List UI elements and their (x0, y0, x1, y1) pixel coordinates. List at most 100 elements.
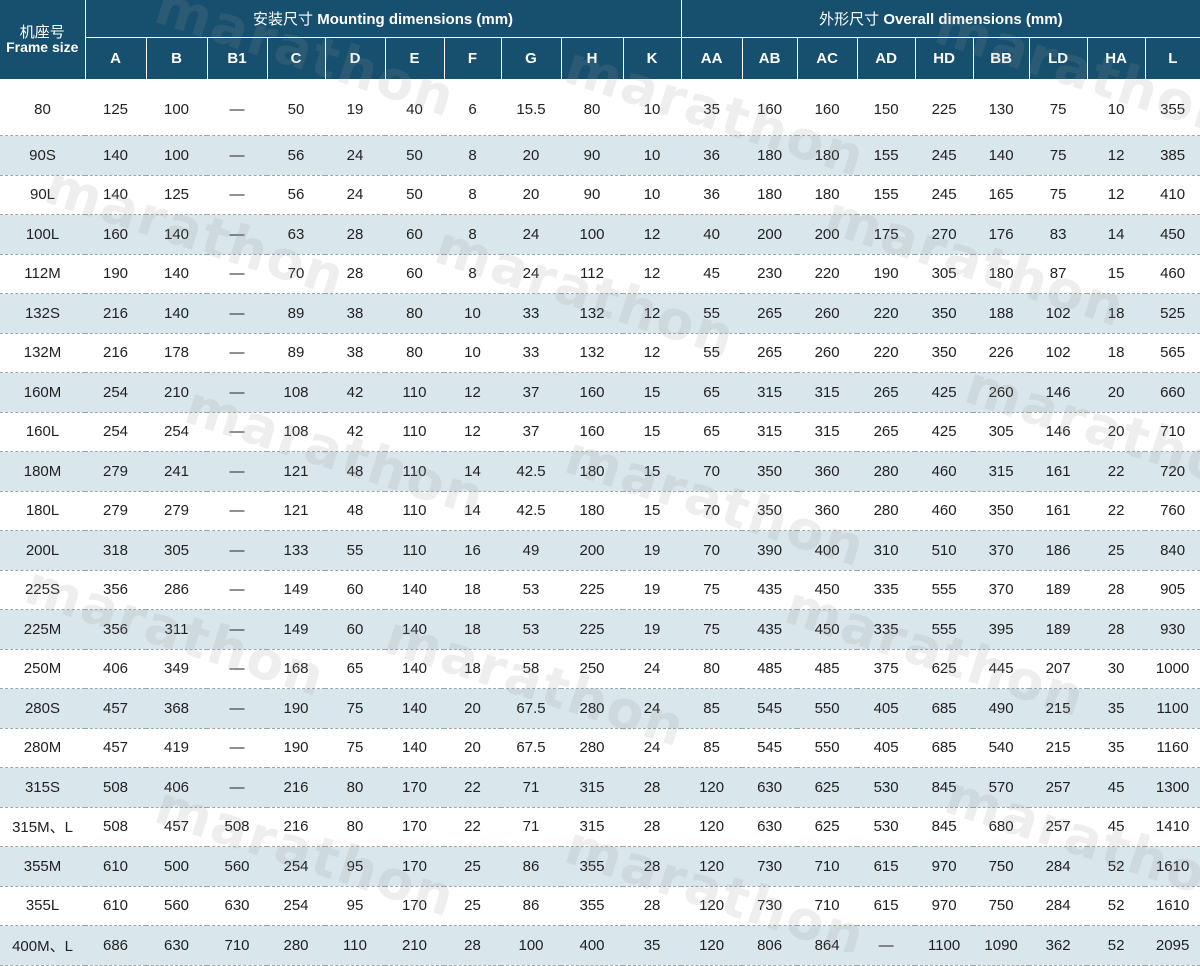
dimension-cell: 311 (146, 609, 207, 650)
dimension-cell: 625 (797, 767, 858, 808)
dimension-cell: 970 (915, 846, 974, 887)
frame-size-cell: 225M (0, 609, 85, 650)
dimension-cell: 305 (915, 254, 974, 294)
dimension-cell: 75 (681, 609, 743, 650)
frame-size-cell: 315S (0, 767, 85, 808)
dimension-cell: 284 (1029, 886, 1088, 926)
dimension-cell: 161 (1029, 451, 1088, 492)
dimension-cell: 406 (85, 649, 146, 689)
column-header-b1: B1 (207, 37, 268, 80)
dimension-cell: 315 (742, 412, 798, 452)
dimension-cell: 63 (267, 214, 325, 255)
dimension-cell: 28 (1087, 609, 1146, 650)
table-row: 355M 610 500 560 254 95 170 25 86 355 28 120 730 710 6… (0, 846, 1200, 887)
dimension-cell: 42.5 (501, 491, 561, 531)
dimension-cell: 680 (973, 807, 1030, 847)
frame-size-cell: 355M (0, 846, 85, 887)
dimension-cell: 335 (857, 570, 916, 610)
dimension-cell: 280 (857, 451, 916, 492)
dimension-cell: 33 (501, 293, 561, 334)
frame-size-cell: 180L (0, 491, 85, 531)
dimension-cell: 125 (85, 79, 146, 136)
dimension-cell: 210 (385, 925, 444, 966)
dimension-cell: 38 (325, 293, 385, 334)
dimension-cell: 180 (742, 135, 798, 176)
dimension-cell: 905 (1145, 570, 1200, 610)
dimension-cell: 615 (857, 886, 916, 926)
dimension-cell: 970 (915, 886, 974, 926)
dimension-cell: 18 (1087, 333, 1146, 373)
dimension-cell: 75 (1029, 135, 1088, 176)
dimension-cell: 370 (973, 530, 1030, 571)
dimension-cell: 265 (742, 293, 798, 334)
dimension-cell: 67.5 (501, 728, 561, 768)
dimension-cell: 80 (325, 807, 385, 847)
dimension-cell: 250 (561, 649, 623, 689)
dimension-cell: 220 (857, 333, 916, 373)
dimension-cell: 28 (623, 886, 682, 926)
dimension-cell: 36 (681, 175, 743, 215)
table-row: 132S 216 140—89 38 80 10 33 132 12 55 265 260 220 350… (0, 293, 1200, 334)
dimension-cell: 24 (501, 214, 561, 255)
dimension-cell: 406 (146, 767, 207, 808)
column-header-bb: BB (973, 37, 1030, 80)
dimension-cell: 50 (385, 175, 444, 215)
dimension-cell: 685 (915, 688, 974, 729)
dimension-cell: 58 (501, 649, 561, 689)
column-header-h: H (561, 37, 624, 80)
dimension-cell: — (207, 688, 267, 729)
dimension-cell: 710 (1145, 412, 1200, 452)
dimension-cell: 360 (797, 491, 858, 531)
dimension-cell: 55 (681, 333, 743, 373)
dimension-cell: 140 (146, 254, 207, 294)
dimension-cell: 610 (85, 886, 146, 926)
dimension-cell: 710 (797, 846, 858, 887)
dimension-cell: 216 (267, 807, 325, 847)
dimension-cell: 15.5 (501, 79, 561, 136)
dimension-cell: 355 (561, 846, 623, 887)
dimension-cell: 20 (501, 135, 561, 176)
dimension-cell: 160 (561, 372, 623, 413)
dimension-cell: 215 (1029, 728, 1088, 768)
dimension-cell: 350 (742, 491, 798, 531)
dimension-cell: 87 (1029, 254, 1088, 294)
dimension-cell: 22 (444, 767, 501, 808)
dimension-cell: 226 (973, 333, 1030, 373)
dimension-cell: 65 (681, 372, 743, 413)
dimension-cell: 49 (501, 530, 561, 571)
dimension-cell: 110 (385, 530, 444, 571)
dimension-cell: 425 (915, 412, 974, 452)
dimension-cell: 102 (1029, 333, 1088, 373)
dimension-cell: — (207, 728, 267, 768)
dimension-cell: 50 (267, 79, 325, 136)
frame-size-cell: 200L (0, 530, 85, 571)
dimension-cell: 254 (267, 886, 325, 926)
dimension-cell: 385 (1145, 135, 1200, 176)
dimension-cell: 450 (797, 570, 858, 610)
dimension-cell: — (207, 333, 267, 373)
dimension-cell: 10 (623, 175, 682, 215)
dimension-cell: — (207, 451, 267, 492)
dimension-cell: 140 (385, 688, 444, 729)
dimension-cell: 100 (146, 79, 207, 136)
dimension-cell: 845 (915, 807, 974, 847)
dimension-cell: 260 (973, 372, 1030, 413)
table-row: 200L 318 305—133 55 110 16 49 200 19 70 390 400 310 5… (0, 530, 1200, 571)
dimension-cell: 254 (85, 412, 146, 452)
dimension-cell: 42.5 (501, 451, 561, 492)
table-row: 90S 140 100—56 24 50 8 20 90 10 36 180 180 155 245 140… (0, 135, 1200, 176)
dimension-cell: 190 (267, 728, 325, 768)
table-row: 280M 457 419—190 75 140 20 67.5 280 24 85 545 550 40… (0, 728, 1200, 768)
dimension-cell: 160 (797, 79, 858, 136)
dimension-cell: 20 (444, 688, 501, 729)
dimension-cell: 140 (385, 728, 444, 768)
dimension-cell: 170 (385, 807, 444, 847)
dimension-cell: 12 (444, 412, 501, 452)
dimension-cell: 318 (85, 530, 146, 571)
dimension-cell: 100 (146, 135, 207, 176)
frame-size-cell: 250M (0, 649, 85, 689)
dimension-cell: 508 (85, 767, 146, 808)
dimension-cell: 65 (681, 412, 743, 452)
table-row: 355L 610 560 630 254 95 170 25 86 355 28 120 730 710 6… (0, 886, 1200, 926)
dimension-cell: 280 (561, 728, 623, 768)
